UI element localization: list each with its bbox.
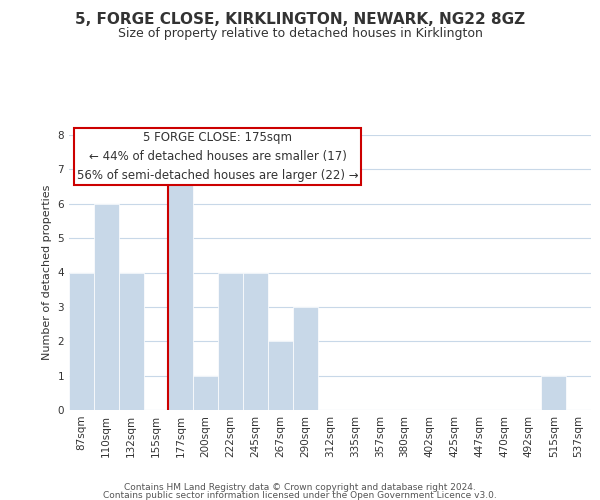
Bar [243, 272, 268, 410]
Text: 5 FORGE CLOSE: 175sqm
← 44% of detached houses are smaller (17)
56% of semi-deta: 5 FORGE CLOSE: 175sqm ← 44% of detached … [77, 130, 359, 182]
Text: Size of property relative to detached houses in Kirklington: Size of property relative to detached ho… [118, 28, 482, 40]
Bar [218, 272, 243, 410]
Bar [268, 341, 293, 410]
Text: 5, FORGE CLOSE, KIRKLINGTON, NEWARK, NG22 8GZ: 5, FORGE CLOSE, KIRKLINGTON, NEWARK, NG2… [75, 12, 525, 28]
Bar [169, 170, 193, 410]
Bar [119, 272, 143, 410]
Bar [193, 376, 218, 410]
Y-axis label: Number of detached properties: Number of detached properties [42, 185, 52, 360]
Text: Contains public sector information licensed under the Open Government Licence v3: Contains public sector information licen… [103, 490, 497, 500]
Bar [94, 204, 119, 410]
Text: Contains HM Land Registry data © Crown copyright and database right 2024.: Contains HM Land Registry data © Crown c… [124, 483, 476, 492]
Bar [541, 376, 566, 410]
Bar [69, 272, 94, 410]
Bar [293, 307, 317, 410]
